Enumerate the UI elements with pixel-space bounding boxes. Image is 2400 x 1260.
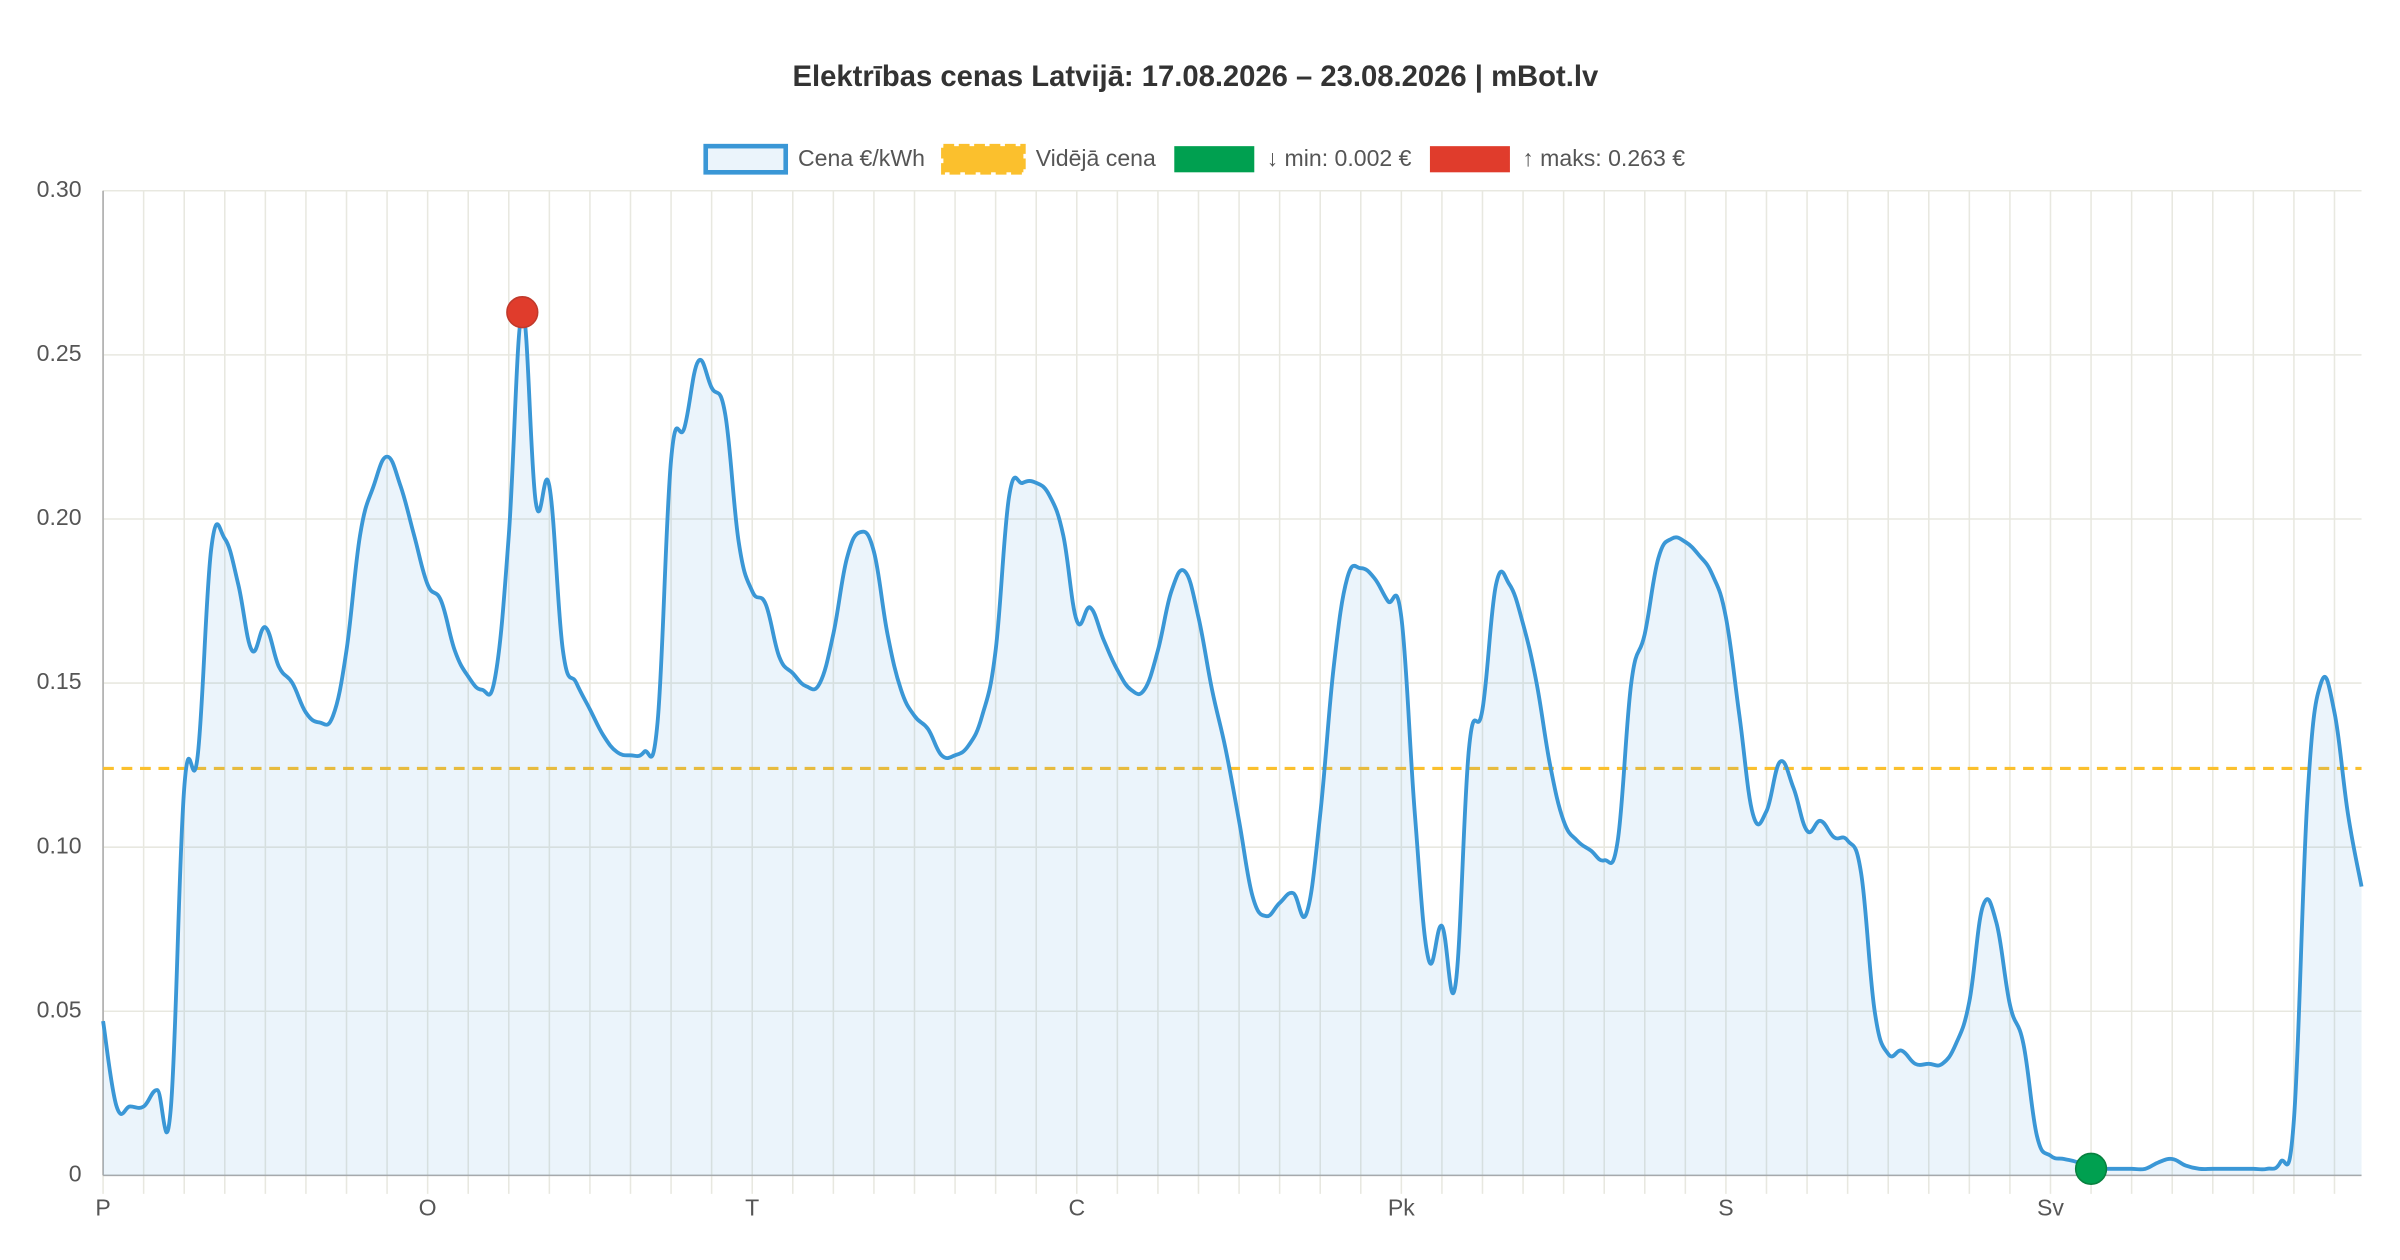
legend-swatch	[703, 143, 789, 175]
legend-swatch	[941, 143, 1026, 175]
line	[101, 310, 2364, 1172]
y-tick-label: 0.15	[37, 668, 82, 694]
legend-label: Cena €/kWh	[798, 145, 925, 171]
y-tick-label: 0.20	[37, 504, 82, 530]
legend-label: ↑ maks: 0.263 €	[1522, 145, 1685, 171]
legend-label: Vidējā cena	[1036, 145, 1156, 171]
x-tick-label: Sv	[2037, 1194, 2064, 1220]
max-marker	[506, 296, 539, 329]
x-tick-label: P	[95, 1194, 110, 1220]
chart-title: Elektrības cenas Latvijā: 17.08.2026 – 2…	[793, 61, 1599, 93]
legend-swatch	[1174, 146, 1255, 173]
x-tick-label: S	[1718, 1194, 1733, 1220]
y-tick-label: 0.05	[37, 996, 82, 1022]
x-tick-label: C	[1068, 1194, 1085, 1220]
y-tick-label: 0.25	[37, 340, 82, 366]
y-tick-label: 0.10	[37, 832, 82, 858]
y-tick-label: 0.30	[37, 176, 82, 202]
x-tick-label: T	[745, 1194, 759, 1220]
legend-label: ↓ min: 0.002 €	[1267, 145, 1412, 171]
x-tick-label: Pk	[1388, 1194, 1415, 1220]
x-tick-label: O	[419, 1194, 437, 1220]
legend-swatch	[1429, 146, 1510, 173]
min-marker	[2074, 1152, 2108, 1185]
y-tick-label: 0	[69, 1160, 82, 1186]
